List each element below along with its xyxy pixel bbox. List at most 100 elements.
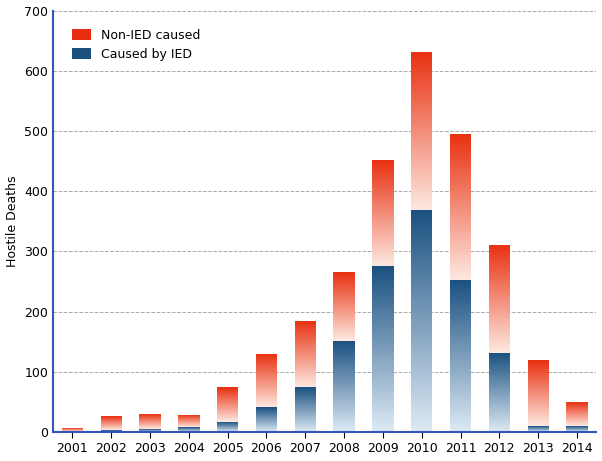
Bar [450,281,471,282]
Bar [411,255,432,256]
Bar [411,384,432,385]
Bar [411,408,432,409]
Bar [489,295,510,296]
Bar [489,349,510,350]
Bar [450,173,471,174]
Bar [450,419,471,420]
Bar [450,166,471,167]
Bar [411,196,432,197]
Bar [372,223,394,224]
Bar [411,55,432,56]
Bar [489,247,510,248]
Bar [372,234,394,235]
Bar [411,362,432,363]
Bar [450,298,471,299]
Bar [450,205,471,206]
Bar [450,372,471,373]
Bar [450,394,471,395]
Bar [411,217,432,218]
Bar [411,307,432,308]
Bar [411,223,432,224]
Bar [450,174,471,175]
Bar [450,407,471,408]
Bar [411,198,432,199]
Bar [372,363,394,364]
Bar [450,406,471,407]
Bar [450,274,471,275]
Bar [411,91,432,92]
Bar [450,217,471,218]
Bar [450,253,471,254]
Bar [411,74,432,75]
Bar [450,296,471,297]
Bar [411,242,432,244]
Bar [411,380,432,381]
Bar [411,119,432,120]
Bar [372,292,394,293]
Bar [411,413,432,414]
Bar [411,87,432,88]
Bar [411,148,432,149]
Bar [450,349,471,350]
Bar [450,395,471,396]
Bar [450,421,471,422]
Bar [489,341,510,342]
Bar [411,164,432,165]
Bar [411,341,432,342]
Bar [372,425,394,426]
Bar [372,210,394,211]
Bar [411,422,432,423]
Bar [411,153,432,154]
Bar [450,330,471,331]
Bar [372,345,394,346]
Bar [450,220,471,221]
Bar [411,194,432,195]
Bar [372,288,394,289]
Bar [450,327,471,328]
Bar [372,408,394,409]
Bar [450,159,471,160]
Bar [372,181,394,182]
Bar [411,66,432,67]
Bar [411,250,432,251]
Bar [372,311,394,312]
Bar [411,205,432,206]
Bar [411,426,432,428]
Bar [372,228,394,229]
Bar [489,246,510,247]
Bar [450,240,471,241]
Bar [411,152,432,153]
Bar [372,372,394,373]
Bar [450,362,471,363]
Bar [411,431,432,432]
Bar [450,211,471,212]
Bar [450,204,471,205]
Bar [372,266,394,267]
Bar [411,335,432,336]
Bar [411,139,432,140]
Bar [411,160,432,161]
Bar [489,251,510,252]
Bar [372,247,394,248]
Bar [450,404,471,405]
Bar [411,112,432,113]
Bar [411,220,432,222]
Bar [372,265,394,266]
Bar [450,308,471,309]
Bar [411,414,432,415]
Bar [450,277,471,278]
Bar [450,147,471,148]
Bar [372,429,394,430]
Bar [372,163,394,164]
Bar [411,261,432,262]
Bar [450,387,471,388]
Bar [411,213,432,214]
Bar [411,222,432,223]
Bar [411,143,432,144]
Bar [450,348,471,349]
Bar [450,263,471,264]
Bar [450,342,471,343]
Bar [372,360,394,361]
Bar [411,173,432,174]
Bar [450,338,471,339]
